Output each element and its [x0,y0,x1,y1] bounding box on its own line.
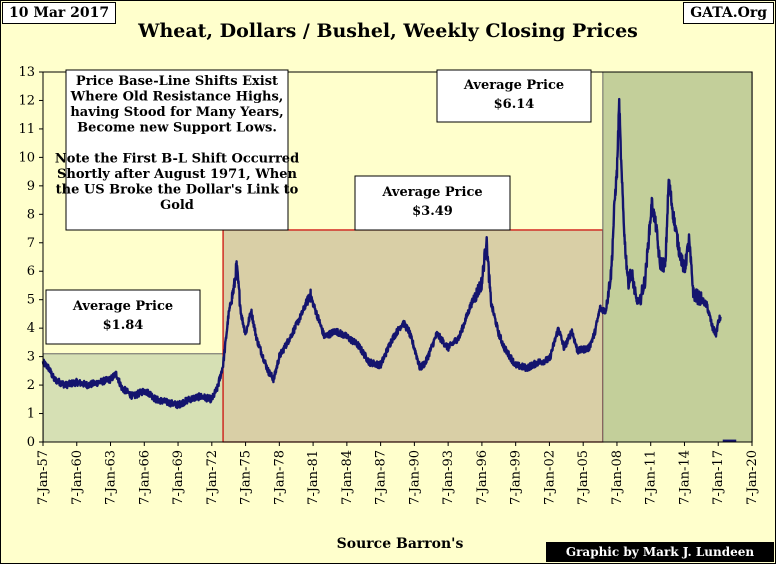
annotation-text-base-line-note: Price Base-Line Shifts Exist [76,74,278,89]
x-tick-label: 7-Jan-08 [610,450,625,505]
x-tick-label: 7-Jan-87 [374,450,389,505]
annotation-box-avg-1 [45,289,201,345]
annotation-text-avg-1: $1.84 [103,318,144,333]
x-tick-label: 7-Jan-66 [137,450,152,505]
y-tick-label: 0 [27,435,35,450]
annotation-text-avg-2: $3.49 [412,204,453,219]
y-tick-label: 5 [27,293,35,308]
annotation-text-base-line-note: Shortly after August 1971, When [57,167,298,182]
y-tick-label: 8 [27,207,35,222]
annotation-text-base-line-note: Where Old Resistance Highs, [70,90,284,105]
x-tick-label: 7-Jan-02 [542,450,557,505]
x-tick-label: 7-Jan-05 [576,450,591,505]
x-tick-label: 7-Jan-81 [306,450,321,505]
y-tick-label: 6 [27,264,35,279]
region-period-3 [602,71,753,443]
x-tick-label: 7-Jan-17 [711,450,726,505]
x-tick-label: 7-Jan-57 [36,450,51,505]
date-label: 10 Mar 2017 [2,2,117,24]
series-layer [41,97,737,442]
annotation-text-avg-3: $6.14 [494,97,535,112]
y-tick-label: 2 [27,378,35,393]
x-tick-label: 7-Jan-90 [407,450,422,505]
x-tick-label: 7-Jan-11 [644,450,659,505]
annotation-text-base-line-note: Gold [160,198,194,213]
x-tick-label: 7-Jan-63 [104,450,119,505]
x-tick-label: 7-Jan-84 [340,450,355,505]
y-tick-label: 12 [18,93,35,108]
annotation-box-avg-3 [436,69,592,123]
annotation-text-avg-2: Average Price [381,185,482,200]
x-tick-label: 7-Jan-75 [239,450,254,505]
x-tick-label: 7-Jan-78 [272,450,287,505]
annotation-box-avg-2 [354,175,511,231]
y-tick-label: 4 [27,321,35,336]
y-tick-label: 11 [18,122,35,137]
y-tick-label: 3 [27,350,35,365]
source-site-label: GATA.Org [683,2,774,24]
region-period-2 [222,229,604,443]
x-tick-label: 7-Jan-69 [171,450,186,505]
x-tick-label: 7-Jan-96 [475,450,490,505]
y-tick-label: 1 [27,407,35,422]
y-tick-label: 10 [18,150,35,165]
price-line [41,97,722,410]
y-tick-label: 13 [18,65,35,80]
plot-border [42,71,753,443]
annotation-text-avg-3: Average Price [463,78,564,93]
x-tick-label: 7-Jan-20 [745,450,760,505]
x-tick-label: 7-Jan-60 [70,450,85,505]
y-tick-label: 9 [27,179,35,194]
chart-title: Wheat, Dollars / Bushel, Weekly Closing … [138,20,638,42]
annotation-text-base-line-note: having Stood for Many Years, [70,105,283,120]
annotation-text-avg-1: Average Price [72,299,173,314]
y-tick-label: 7 [27,236,35,251]
annotation-text-base-line-note: the US Broke the Dollar's Link to [56,183,299,198]
x-tick-label: 7-Jan-72 [205,450,220,505]
x-axis-label: Source Barron's [336,536,464,552]
annotation-text-base-line-note: Become new Support Lows. [77,121,277,136]
x-tick-label: 7-Jan-99 [509,450,524,505]
x-tick-label: 7-Jan-93 [441,450,456,505]
annotation-text-base-line-note: Note the First B-L Shift Occurred [55,152,299,167]
x-tick-label: 7-Jan-14 [677,450,692,505]
annotation-box-base-line-note [65,69,289,231]
credit-label: Graphic by Mark J. Lundeen [546,542,774,562]
